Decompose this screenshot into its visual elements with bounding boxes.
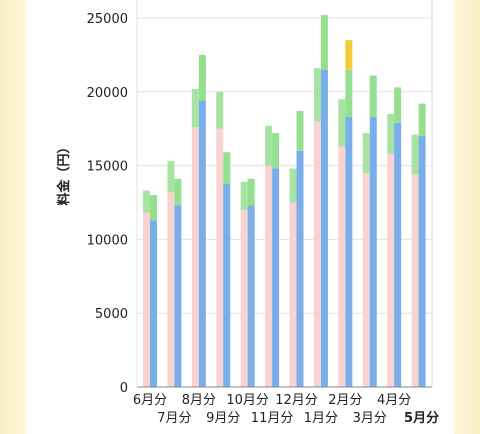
bar-curr-base-9 — [369, 116, 377, 387]
x-tick-label: 4月分 — [377, 393, 411, 408]
bar-curr-base-3 — [223, 183, 231, 387]
bar-prev-base-8 — [338, 146, 346, 387]
bar-curr-extra-10 — [394, 87, 402, 123]
chart-panel — [26, 0, 454, 434]
bar-prev-base-1 — [167, 192, 175, 387]
bar-prev-extra-3 — [216, 91, 224, 129]
x-tick-label: 7月分 — [157, 411, 191, 426]
bar-curr-base-6 — [296, 150, 304, 387]
x-tick-label: 3月分 — [353, 411, 387, 426]
x-tick-label: 11月分 — [251, 411, 294, 426]
bar-prev-extra-9 — [362, 133, 370, 173]
y-tick-label: 20000 — [87, 86, 128, 101]
bar-curr-extra-1 — [174, 178, 182, 206]
bar-prev-extra-11 — [411, 134, 419, 175]
bar-prev-extra-2 — [191, 88, 199, 128]
bar-prev-base-7 — [313, 121, 321, 387]
bar-prev-base-3 — [216, 128, 224, 387]
x-tick-label: 10月分 — [226, 393, 269, 408]
y-tick-label: 15000 — [87, 160, 128, 175]
bar-prev-base-9 — [362, 172, 370, 387]
x-tick-label: 1月分 — [304, 411, 338, 426]
bar-curr-extra-2 — [198, 54, 206, 101]
bar-prev-extra-5 — [265, 125, 273, 166]
bar-curr-base-7 — [320, 69, 328, 387]
bar-curr-base-1 — [174, 205, 182, 387]
bar-curr-extra-9 — [369, 75, 377, 117]
bar-prev-extra-4 — [240, 181, 248, 210]
bar-curr-base-11 — [418, 136, 426, 387]
y-tick-label: 25000 — [87, 12, 128, 27]
bar-curr-base-5 — [272, 168, 280, 387]
bar-curr-base-10 — [394, 122, 402, 388]
bar-prev-base-5 — [265, 165, 273, 387]
bar-prev-extra-7 — [313, 68, 321, 122]
bar-curr-extra-5 — [272, 133, 280, 169]
grid-lines — [136, 0, 433, 387]
bar-prev-extra-1 — [167, 161, 175, 193]
bar-curr-extra-4 — [247, 178, 255, 206]
bar-curr-base-0 — [150, 220, 157, 387]
bar-prev-base-0 — [143, 212, 150, 387]
bar-curr-base-8 — [345, 116, 353, 387]
y-axis-ticks: 0 5000 10000 15000 20000 25000 — [87, 12, 128, 396]
bar-prev-base-4 — [240, 209, 248, 387]
bar-prev-base-10 — [387, 153, 395, 387]
bar-curr-extra-8 — [345, 69, 353, 117]
bar-curr-base-4 — [247, 205, 255, 387]
bar-prev-extra-6 — [289, 168, 297, 203]
bar-prev-extra-8 — [338, 99, 346, 147]
x-tick-label: 8月分 — [182, 393, 216, 408]
left-margin — [0, 0, 26, 434]
bar-curr-extra-0 — [150, 195, 157, 221]
x-tick-label: 2月分 — [328, 393, 362, 408]
y-tick-label: 5000 — [95, 307, 128, 322]
x-axis-ticks: 6月分 7月分 8月分 9月分 10月分 11月分 12月分 1月分 2月分 3月分 4月分 5月分 — [133, 393, 439, 426]
x-tick-label: 12月分 — [275, 393, 318, 408]
right-margin — [454, 0, 480, 434]
bar-prev-base-11 — [411, 174, 419, 387]
x-tick-label: 9月分 — [206, 411, 240, 426]
bar-curr-extra-3 — [223, 152, 231, 184]
y-tick-label: 10000 — [87, 233, 128, 248]
bar-prev-base-2 — [191, 127, 199, 387]
bar-curr-base-2 — [198, 100, 206, 387]
bar-curr-extra2-8 — [345, 40, 353, 70]
bars — [143, 15, 426, 388]
y-axis-label: 料金（円） — [56, 140, 72, 205]
bar-prev-extra-10 — [387, 113, 395, 154]
bar-prev-base-6 — [289, 202, 297, 387]
y-tick-label: 0 — [120, 381, 128, 396]
x-tick-label: 5月分 — [404, 410, 439, 426]
bar-curr-extra-7 — [320, 15, 328, 70]
bar-prev-extra-0 — [143, 190, 150, 213]
bar-curr-extra-11 — [418, 103, 426, 137]
bar-curr-extra-6 — [296, 110, 304, 151]
x-tick-label: 6月分 — [133, 393, 167, 408]
